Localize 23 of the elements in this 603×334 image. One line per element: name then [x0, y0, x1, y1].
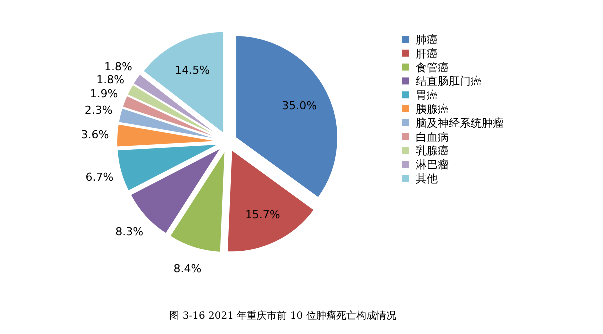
legend-label: 胃癌	[416, 89, 438, 102]
data-label: 8.3%	[116, 226, 144, 239]
data-label: 3.6%	[81, 128, 110, 142]
legend-label: 脑及神经系统肿瘤	[416, 116, 504, 130]
legend-label: 乳腺癌	[416, 144, 449, 158]
data-label: 1.8%	[104, 60, 132, 74]
legend-label: 食管癌	[416, 61, 449, 74]
data-label: 8.4%	[174, 262, 202, 276]
text: 图 3-16 2021 年重庆市前 10 位肿瘤死亡构成情况	[170, 310, 396, 322]
data-label: 2.3%	[84, 104, 113, 118]
data-label: 1.9%	[90, 87, 118, 100]
data-label: 14.5%	[175, 64, 210, 77]
legend-label: 白血病	[416, 130, 449, 144]
data-label: 6.7%	[86, 171, 114, 184]
legend-label: 肺癌	[416, 34, 438, 46]
legend-label: 结直肠肛门癌	[416, 75, 482, 88]
legend-label: 胰腺癌	[416, 103, 449, 116]
data-label: 35.0%	[282, 100, 318, 112]
legend-label: 肝癌	[416, 47, 438, 60]
legend-label: 淋巴瘤	[416, 158, 449, 172]
data-label: 1.8%	[96, 73, 125, 86]
data-label: 15.7%	[245, 208, 280, 222]
legend-label: 其他	[416, 172, 438, 186]
